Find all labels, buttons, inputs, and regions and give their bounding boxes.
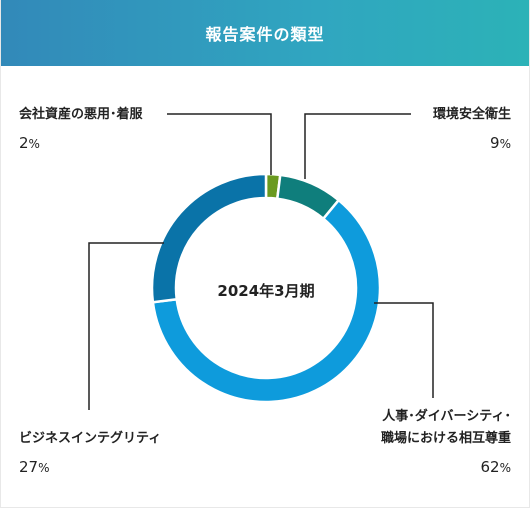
- donut-slice-4: [150, 172, 268, 304]
- leader-line-hr: [374, 302, 434, 398]
- value-assets: 2%: [19, 134, 40, 152]
- chart-center-label: 2024年3月期: [217, 282, 315, 300]
- leader-line-biz: [88, 242, 164, 410]
- label-assets: 会社資産の悪用･着服: [19, 107, 143, 122]
- value-biz: 27%: [19, 458, 50, 476]
- label-hr-line2: 職場における相互尊重: [380, 431, 511, 446]
- value-env: 9%: [490, 134, 511, 152]
- donut-slice-3: [151, 198, 382, 404]
- label-hr-line1: 人事･ダイバーシティ･: [382, 409, 511, 424]
- chart-header: 報告案件の類型: [1, 0, 529, 66]
- label-env: 環境安全衛生: [432, 107, 511, 122]
- leader-line-assets: [167, 113, 272, 175]
- chart-title: 報告案件の類型: [205, 25, 325, 44]
- leader-line-env: [304, 113, 411, 179]
- value-hr: 62%: [480, 458, 512, 476]
- label-biz: ビジネスインテグリティ: [19, 431, 162, 446]
